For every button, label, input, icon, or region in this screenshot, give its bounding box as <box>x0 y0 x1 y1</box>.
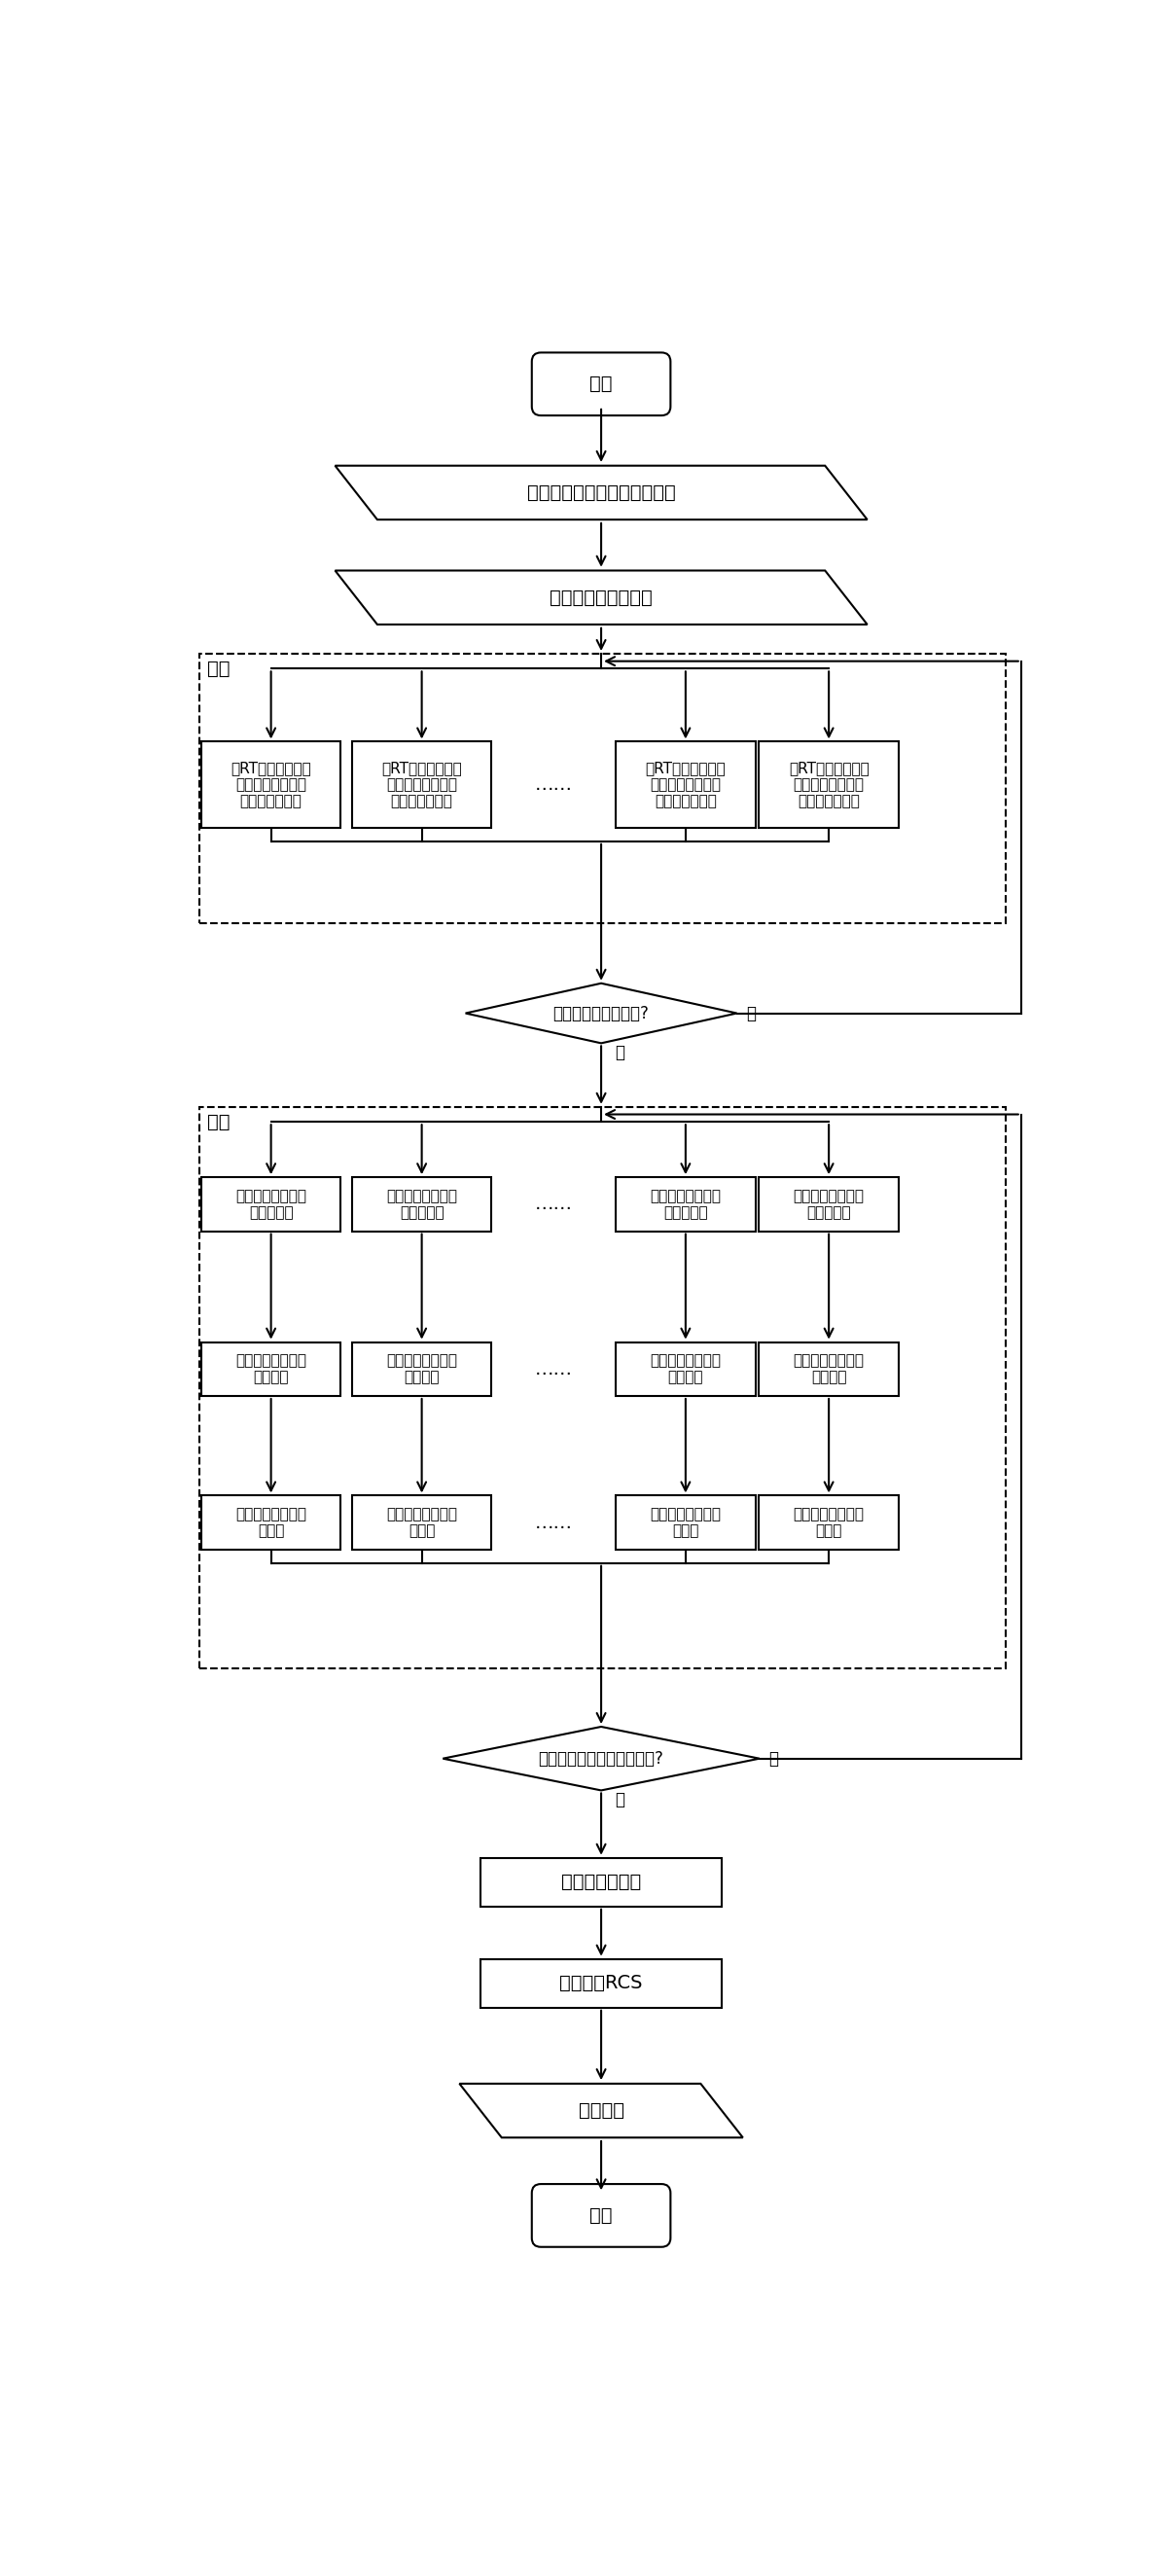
Text: 开始: 开始 <box>590 374 612 394</box>
Text: 所有被标记的面元计算完毕?: 所有被标记的面元计算完毕? <box>538 1749 664 1767</box>
Bar <box>759 1497 899 1551</box>
Bar <box>759 1177 899 1231</box>
Bar <box>616 1497 755 1551</box>
Text: 并行: 并行 <box>206 1113 230 1131</box>
Text: 计算被标记打亮的
面元的磁场: 计算被标记打亮的 面元的磁场 <box>650 1188 721 1221</box>
Text: 计算上述面元的散
射电场: 计算上述面元的散 射电场 <box>236 1507 306 1538</box>
Text: ……: …… <box>535 1195 572 1213</box>
Text: 计算上述面元的电
流和磁流: 计算上述面元的电 流和磁流 <box>650 1352 721 1386</box>
Bar <box>202 1342 340 1396</box>
Bar <box>616 742 755 827</box>
Text: 计算上述面元的散
射电场: 计算上述面元的散 射电场 <box>650 1507 721 1538</box>
Text: 是: 是 <box>615 1043 624 1061</box>
Text: 所有面元被标记完毕?: 所有面元被标记完毕? <box>554 1005 649 1023</box>
Bar <box>202 1497 340 1551</box>
Bar <box>202 742 340 827</box>
Bar <box>481 1857 721 1906</box>
Text: 输出结果: 输出结果 <box>578 2102 624 2120</box>
Bar <box>199 1108 1006 1669</box>
Bar <box>759 742 899 827</box>
FancyBboxPatch shape <box>531 2184 671 2246</box>
Text: 计算近场RCS: 计算近场RCS <box>560 1973 643 1991</box>
Text: 并行: 并行 <box>206 659 230 677</box>
Bar <box>202 1177 340 1231</box>
Text: 计算被标记打亮的
面元的磁场: 计算被标记打亮的 面元的磁场 <box>236 1188 306 1221</box>
Text: 用RT射线追踪对单
个面元判别亮暗并
标记打亮的面元: 用RT射线追踪对单 个面元判别亮暗并 标记打亮的面元 <box>788 760 869 809</box>
Text: 计算被标记打亮的
面元的磁场: 计算被标记打亮的 面元的磁场 <box>793 1188 865 1221</box>
Bar <box>352 1177 491 1231</box>
Text: 计算上述面元的散
射电场: 计算上述面元的散 射电场 <box>386 1507 457 1538</box>
FancyBboxPatch shape <box>531 353 671 415</box>
Bar <box>352 1342 491 1396</box>
Polygon shape <box>460 2084 743 2138</box>
Bar <box>759 1342 899 1396</box>
Text: 结束: 结束 <box>590 2205 612 2226</box>
Text: ……: …… <box>535 1360 572 1378</box>
Polygon shape <box>443 1726 759 1790</box>
Text: 输入需要计算的参数: 输入需要计算的参数 <box>550 587 652 608</box>
Polygon shape <box>335 466 867 520</box>
Text: 用RT射线追踪对单
个面元判别亮暗并
标记打亮的面元: 用RT射线追踪对单 个面元判别亮暗并 标记打亮的面元 <box>381 760 462 809</box>
Bar <box>352 1497 491 1551</box>
Polygon shape <box>466 984 737 1043</box>
Text: 导入模型文件并读取文件信息: 导入模型文件并读取文件信息 <box>527 484 676 502</box>
Text: ……: …… <box>535 775 572 793</box>
Bar <box>352 742 491 827</box>
Polygon shape <box>335 569 867 623</box>
Bar <box>616 1342 755 1396</box>
Bar <box>481 1958 721 2007</box>
Bar <box>199 654 1006 922</box>
Text: 用RT射线追踪对单
个面元判别亮暗并
标记打亮的面元: 用RT射线追踪对单 个面元判别亮暗并 标记打亮的面元 <box>231 760 311 809</box>
Text: 计算上述面元的电
流和磁流: 计算上述面元的电 流和磁流 <box>236 1352 306 1386</box>
Text: 用RT射线追踪对单
个面元判别亮暗并
标记打亮的面元: 用RT射线追踪对单 个面元判别亮暗并 标记打亮的面元 <box>645 760 726 809</box>
Text: 是: 是 <box>615 1790 624 1808</box>
Text: 否: 否 <box>768 1749 778 1767</box>
Text: 计算总散射电场: 计算总散射电场 <box>561 1873 642 1891</box>
Bar <box>616 1177 755 1231</box>
Text: 否: 否 <box>746 1005 755 1023</box>
Text: 计算上述面元的电
流和磁流: 计算上述面元的电 流和磁流 <box>793 1352 865 1386</box>
Text: 计算被标记打亮的
面元的磁场: 计算被标记打亮的 面元的磁场 <box>386 1188 457 1221</box>
Text: ……: …… <box>535 1512 572 1533</box>
Text: 计算上述面元的散
射电场: 计算上述面元的散 射电场 <box>793 1507 865 1538</box>
Text: 计算上述面元的电
流和磁流: 计算上述面元的电 流和磁流 <box>386 1352 457 1386</box>
